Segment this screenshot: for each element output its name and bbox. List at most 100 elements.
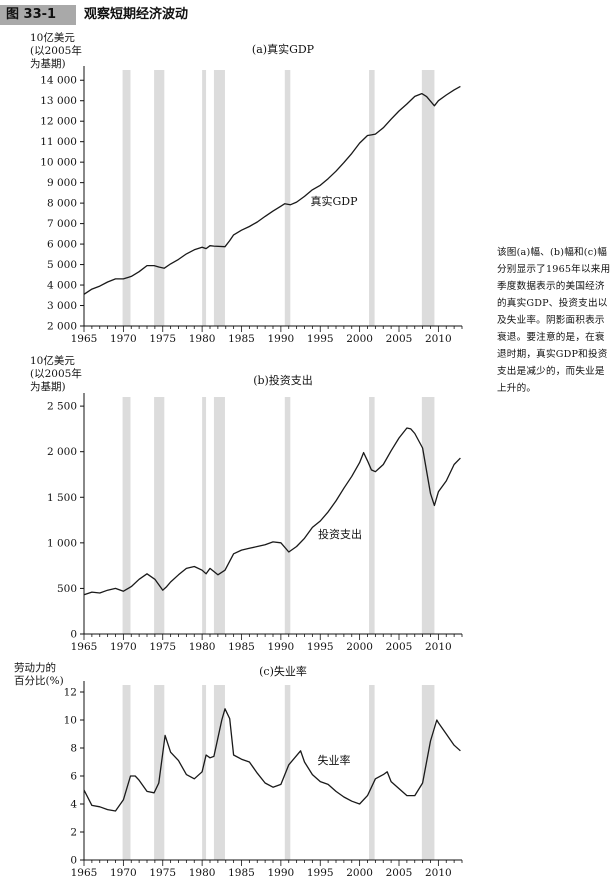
panel-b-ylabel: 10亿美元 (以2005年 为基期)	[30, 355, 82, 394]
panel-c-y-tick-label: 6	[70, 771, 77, 783]
panel-b-series-line	[83, 427, 461, 596]
panel-c-recession-shade	[154, 685, 165, 860]
panel-a-y-tick-label: 8 000	[47, 198, 77, 210]
panel-a-y-tick-label: 13 000	[40, 95, 77, 107]
panel-a-x-tick-label: 1980	[189, 333, 216, 345]
panel-b-y-tick-label: 1 500	[47, 492, 77, 504]
panel-a-recession-shade	[202, 70, 207, 326]
panel-c-ylabel-line: 百分比(%)	[14, 675, 64, 687]
panel-b-series-annotation: 投资支出	[318, 527, 362, 541]
panel-b-x-tick-label: 1995	[307, 641, 334, 653]
panel-a-y-tick-label: 3 000	[47, 300, 77, 312]
panel-c-x-tick-label: 1970	[110, 867, 137, 876]
panel-c-y-tick-label: 2	[70, 827, 77, 839]
panel-b-recession-shade	[122, 397, 131, 634]
panel-b-ylabel-line: 为基期)	[30, 381, 66, 393]
panel-a-ylabel: 10亿美元 (以2005年 为基期)	[30, 32, 82, 71]
panel-c-ylabel-line: 劳动力的	[14, 662, 56, 674]
panel-b-title: (b)投资支出	[253, 373, 313, 387]
panel-c-x-tick-label: 1990	[268, 867, 295, 876]
panel-b-y-tick-label: 1 000	[47, 537, 77, 549]
panel-b-y-tick-label: 2 500	[47, 401, 77, 413]
panel-a-x-tick-label: 1975	[149, 333, 176, 345]
panel-c-x-tick-label: 2005	[386, 867, 413, 876]
panel-c-series-annotation: 失业率	[318, 753, 351, 767]
panel-a-ylabel-line: 为基期)	[30, 58, 66, 70]
panel-c-ylabel: 劳动力的 百分比(%)	[14, 662, 64, 688]
panel-b-x-tick-label: 1970	[110, 641, 137, 653]
panel-b-recession-shade	[213, 397, 225, 634]
panel-b-recession-shade	[154, 397, 165, 634]
panel-a-x-tick-label: 1985	[228, 333, 255, 345]
panel-a-x-tick-label: 1970	[110, 333, 137, 345]
figure-title: 观察短期经济波动	[84, 7, 189, 22]
panel-a-x-tick-label: 1990	[268, 333, 295, 345]
panel-b-x-tick-label: 1975	[149, 641, 176, 653]
panel-c-y-tick-label: 8	[70, 743, 77, 755]
figure-header: 图 33-1 观察短期经济波动	[0, 0, 615, 30]
panel-b-recession-shade	[284, 397, 291, 634]
panel-a-y-tick-label: 7 000	[47, 218, 77, 230]
panel-c-x-tick-label: 1980	[189, 867, 216, 876]
panel-b-x-tick-label: 1965	[71, 641, 98, 653]
panel-a-y-tick-label: 2 000	[47, 321, 77, 333]
panel-b-x-tick-label: 1990	[268, 641, 295, 653]
panel-a-y-tick-label: 4 000	[47, 280, 77, 292]
panel-b-x-tick-label: 2010	[425, 641, 452, 653]
panel-c-x-tick-label: 2010	[425, 867, 452, 876]
panel-a-y-tick-label: 14 000	[40, 75, 77, 87]
panel-a-y-tick-label: 12 000	[40, 116, 77, 128]
panel-c-y-tick-label: 12	[64, 687, 77, 699]
panel-c-x-tick-label: 1995	[307, 867, 334, 876]
panel-b-recession-shade	[202, 397, 207, 634]
panel-a-y-tick-label: 6 000	[47, 239, 77, 251]
panel-c-x-tick-label: 1985	[228, 867, 255, 876]
panel-a-recession-shade	[369, 70, 375, 326]
panel-a-ylabel-line: (以2005年	[30, 45, 82, 57]
panel-c-recession-shade	[421, 685, 435, 860]
panel-b-y-tick-label: 2 000	[47, 446, 77, 458]
panel-a-y-tick-label: 11 000	[40, 136, 77, 148]
panel-a-recession-shade	[284, 70, 291, 326]
panel-a-y-tick-label: 10 000	[40, 157, 77, 169]
panel-c-title: (c)失业率	[259, 664, 307, 678]
panel-a-recession-shade	[213, 70, 225, 326]
panel-a-recession-shade	[421, 70, 435, 326]
panel-b-y-tick-label: 500	[57, 583, 77, 595]
panel-a-series-line	[83, 85, 461, 295]
panel-b-recession-shade	[421, 397, 435, 634]
panel-b-recession-shade	[369, 397, 375, 634]
panel-c-x-tick-label: 1965	[71, 867, 98, 876]
panel-c-y-tick-label: 4	[70, 799, 77, 811]
panel-a-series-annotation: 真实GDP	[310, 194, 358, 208]
panel-a-x-tick-label: 2000	[346, 333, 373, 345]
panel-a-ylabel-line: 10亿美元	[30, 32, 75, 44]
panel-c-recession-shade	[122, 685, 131, 860]
panel-a-x-tick-label: 2005	[386, 333, 413, 345]
panel-a-x-tick-label: 1965	[71, 333, 98, 345]
panel-a-x-tick-label: 1995	[307, 333, 334, 345]
panel-c-series-line	[83, 708, 461, 812]
panel-c-recession-shade	[213, 685, 225, 860]
panel-b-x-tick-label: 1985	[228, 641, 255, 653]
panel-a-y-tick-label: 9 000	[47, 177, 77, 189]
panel-c-y-tick-label: 10	[64, 715, 77, 727]
figure-caption: 该图(a)幅、(b)幅和(c)幅分别显示了1965年以来用季度数据表示的美国经济…	[497, 247, 611, 394]
panel-b-x-tick-label: 2005	[386, 641, 413, 653]
panel-a-recession-shade	[154, 70, 165, 326]
panel-a-x-tick-label: 2010	[425, 333, 452, 345]
panel-c-x-tick-label: 2000	[346, 867, 373, 876]
panel-b-x-tick-label: 2000	[346, 641, 373, 653]
figure-label: 图 33-1	[0, 5, 76, 25]
panel-a-y-tick-label: 5 000	[47, 259, 77, 271]
panel-c-recession-shade	[202, 685, 207, 860]
panel-c-recession-shade	[369, 685, 375, 860]
panel-a-title: (a)真实GDP	[252, 42, 315, 56]
panel-c-y-tick-label: 0	[70, 855, 77, 867]
panel-c-recession-shade	[284, 685, 291, 860]
panel-c-x-tick-label: 1975	[149, 867, 176, 876]
panel-b-ylabel-line: (以2005年	[30, 368, 82, 380]
panel-b-x-tick-label: 1980	[189, 641, 216, 653]
panel-a-recession-shade	[122, 70, 131, 326]
